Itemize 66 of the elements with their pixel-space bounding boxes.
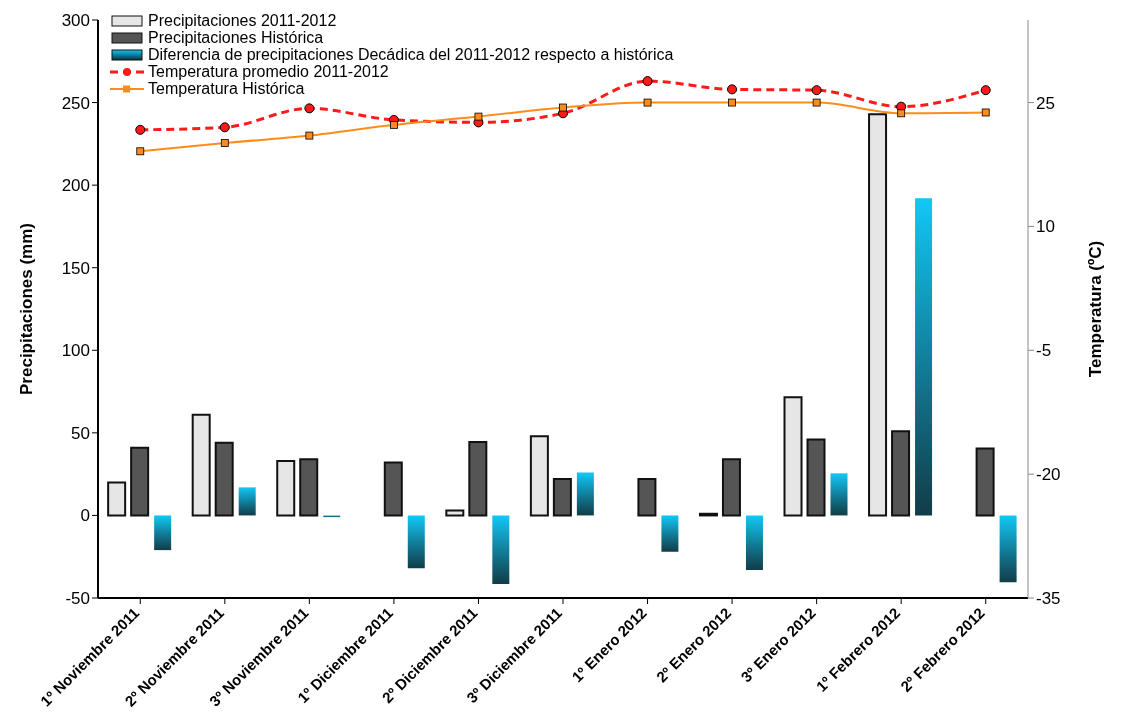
y-tick-label: 300 — [61, 11, 90, 31]
bar — [637, 478, 657, 517]
y-tick-label: 200 — [61, 176, 90, 196]
bar — [915, 198, 933, 516]
bar — [407, 515, 425, 569]
bar — [383, 461, 403, 517]
point — [642, 76, 653, 87]
y2-axis-title: Temperatura (ºC) — [1086, 240, 1106, 378]
point — [135, 124, 146, 135]
point — [981, 108, 990, 117]
bar — [576, 472, 594, 516]
bar — [276, 459, 296, 517]
legend-label: Temperatura promedio 2011-2012 — [148, 63, 389, 80]
bar — [238, 487, 256, 516]
point — [136, 147, 145, 156]
bar — [721, 458, 741, 517]
y-tick-label: 100 — [61, 341, 90, 361]
y2-tick-label: -20 — [1036, 465, 1061, 485]
bar — [868, 113, 888, 517]
point — [643, 98, 652, 107]
bar — [783, 396, 803, 517]
y-tick-label: 150 — [61, 258, 90, 278]
y-tick-label: 250 — [61, 93, 90, 113]
y-tick-label: 0 — [80, 506, 90, 526]
bar — [107, 481, 127, 517]
bar — [999, 515, 1017, 583]
y-axis-title: Precipitaciones (mm) — [17, 223, 37, 395]
point — [305, 131, 314, 140]
point — [897, 109, 906, 118]
point — [812, 98, 821, 107]
y2-tick-label: -35 — [1036, 589, 1061, 609]
bar — [891, 430, 911, 517]
bar — [975, 447, 995, 517]
point — [727, 84, 738, 95]
point — [390, 120, 398, 129]
bar — [130, 446, 150, 517]
bar — [552, 478, 572, 517]
bar — [214, 441, 234, 517]
legend-label: Temperatura Histórica — [148, 80, 305, 97]
point — [980, 85, 991, 96]
bar — [745, 515, 763, 570]
bar — [445, 509, 465, 517]
bar — [154, 515, 172, 551]
y2-tick-label: 25 — [1036, 93, 1055, 113]
point — [220, 139, 229, 147]
bar — [191, 413, 211, 517]
point — [219, 122, 230, 133]
bar — [529, 435, 549, 517]
y2-tick-label: 10 — [1036, 217, 1055, 237]
bar — [661, 515, 679, 552]
y2-tick-label: -5 — [1036, 341, 1052, 361]
bar — [492, 515, 510, 584]
bar — [830, 473, 848, 516]
point — [474, 112, 483, 121]
bar — [806, 438, 826, 517]
point — [728, 98, 736, 107]
legend-label: Precipitaciones Histórica — [148, 29, 324, 46]
y-tick-label: -50 — [65, 589, 90, 609]
point — [811, 85, 822, 96]
legend-label: Diferencia de precipitaciones Decádica del 2011-2012 respecto a histórica — [148, 46, 674, 63]
y-tick-label: 50 — [71, 423, 90, 443]
point — [304, 103, 315, 114]
legend-label: Precipitaciones 2011-2012 — [148, 12, 337, 29]
bar — [468, 440, 488, 517]
point — [559, 103, 567, 112]
bar — [299, 458, 319, 517]
